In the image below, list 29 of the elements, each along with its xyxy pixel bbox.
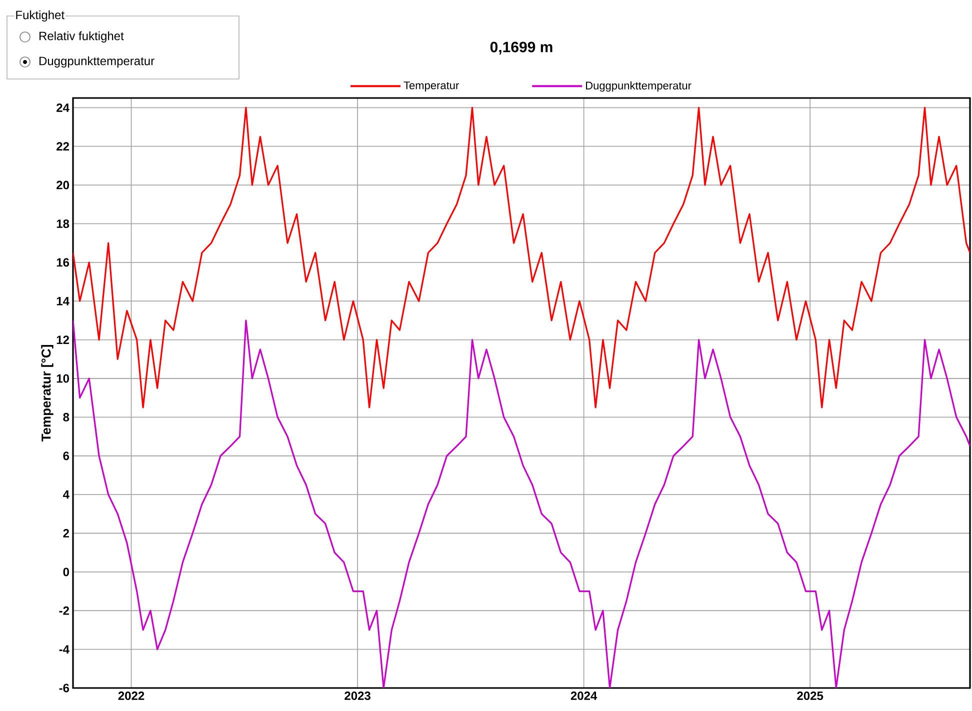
legend-label: Temperatur [404,82,459,92]
legend-label: Duggpunkttemperatur [586,81,692,92]
y-tick-label: -4 [59,645,70,654]
x-tick-label: 2025 [797,692,824,700]
y-axis-title: Temperatur [°C] [41,345,54,442]
x-tick-label: 2023 [344,692,370,700]
line-series [73,320,970,688]
y-tick-label: 6 [63,452,70,460]
y-tick-label: 4 [62,490,70,499]
y-tick-label: 2 [63,529,69,538]
line-series [73,106,970,408]
y-tick-label: 18 [56,219,70,228]
y-tick-label: 10 [56,374,69,383]
y-tick-label: 22 [56,142,69,151]
x-tick-label: 2024 [570,692,598,700]
y-tick-label: 14 [56,296,70,306]
text: Relativ fuktighet [40,31,124,43]
y-tick-label: 8 [63,412,70,422]
y-tick-label: 16 [56,258,70,267]
y-tick-label: 0 [63,568,69,576]
text: Fuktighet [16,10,64,22]
y-tick-label: 12 [56,336,69,344]
y-tick-label: -2 [59,606,69,615]
x-tick-label: 2022 [118,692,144,700]
chart-title: 0,1699 m [490,42,552,54]
y-tick-label: -6 [59,684,70,692]
y-tick-label: 24 [56,103,70,112]
text: Duggpunkttemperatur [40,56,154,68]
y-tick-label: 20 [56,180,69,190]
